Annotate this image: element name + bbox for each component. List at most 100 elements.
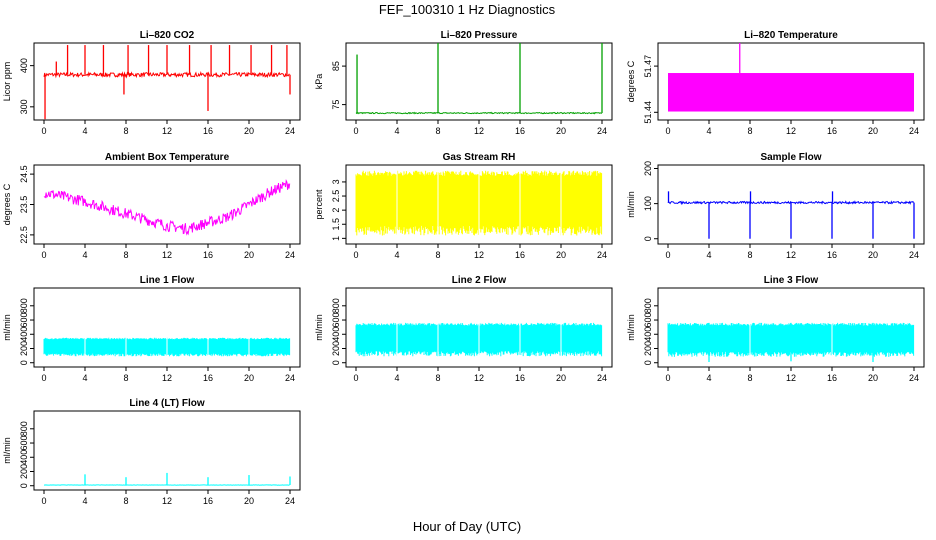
x-tick-label: 24 [909, 250, 919, 260]
y-tick-label: 400 [331, 327, 341, 342]
y-tick-label: 200 [19, 464, 29, 479]
x-tick-label: 24 [597, 126, 607, 136]
panel-y-label: ml/min [314, 314, 324, 341]
x-tick-label: 0 [353, 250, 358, 260]
panel-title: Li–820 Pressure [441, 30, 518, 41]
x-tick-label: 12 [162, 126, 172, 136]
x-tick-label: 20 [868, 250, 878, 260]
x-tick-label: 0 [41, 496, 46, 506]
y-tick-label: 75 [331, 100, 341, 110]
x-tick-label: 16 [203, 496, 213, 506]
x-tick-label: 16 [203, 373, 213, 383]
x-tick-label: 16 [203, 126, 213, 136]
panel-y-label: ml/min [2, 437, 12, 464]
panel-10: Line 4 (LT) Flow ml/min 0 4 8 12 16 20 24 0 200400… [2, 398, 301, 506]
panel-7: Line 1 Flow ml/min 0 4 8 12 16 20 24 0 20040060080… [2, 275, 301, 383]
x-tick-label: 8 [123, 373, 128, 383]
x-tick-label: 8 [123, 250, 128, 260]
x-tick-label: 24 [597, 250, 607, 260]
panel-y-label: ml/min [626, 191, 636, 218]
x-tick-label: 16 [515, 126, 525, 136]
y-tick-label: 600 [643, 313, 653, 328]
y-tick-label: 2 [331, 208, 341, 213]
y-tick-label: 200 [19, 341, 29, 356]
panel-title: Line 1 Flow [140, 275, 195, 286]
x-tick-label: 20 [556, 250, 566, 260]
figure-title: FEF_100310 1 Hz Diagnostics [379, 2, 556, 17]
x-tick-label: 20 [244, 496, 254, 506]
x-tick-label: 12 [474, 126, 484, 136]
x-tick-label: 4 [82, 126, 87, 136]
panel-9: Line 3 Flow ml/min 0 4 8 12 16 20 24 0 20040060080… [626, 275, 925, 383]
panel-y-label: degrees C [2, 183, 12, 225]
x-tick-label: 24 [597, 373, 607, 383]
y-tick-label: 1.5 [331, 218, 341, 231]
panel-y-label: ml/min [626, 314, 636, 341]
y-tick-label: 600 [19, 436, 29, 451]
y-tick-label: 200 [643, 161, 653, 176]
x-tick-label: 20 [244, 373, 254, 383]
x-tick-label: 4 [82, 373, 87, 383]
x-tick-label: 20 [868, 126, 878, 136]
y-tick-label: 200 [331, 341, 341, 356]
x-tick-label: 16 [827, 250, 837, 260]
y-tick-label: 400 [19, 327, 29, 342]
y-tick-label: 0 [643, 236, 653, 241]
y-tick-label: 51.44 [643, 101, 653, 124]
x-tick-label: 4 [394, 126, 399, 136]
panel-y-label: degrees C [626, 60, 636, 102]
panel-title: Ambient Box Temperature [105, 152, 230, 163]
y-tick-label: 22.5 [19, 226, 29, 244]
panel-title: Li–820 Temperature [744, 30, 838, 41]
x-tick-label: 4 [394, 373, 399, 383]
panel-5: Gas Stream RH percent 0 4 8 12 16 20 24 1 1.5 2 2.5 3 [314, 152, 613, 260]
x-tick-label: 24 [285, 496, 295, 506]
x-tick-label: 16 [515, 373, 525, 383]
x-tick-label: 8 [747, 126, 752, 136]
x-tick-label: 12 [162, 250, 172, 260]
panel-frame [33, 164, 301, 245]
y-tick-label: 400 [643, 327, 653, 342]
x-tick-label: 20 [556, 126, 566, 136]
y-tick-label: 400 [19, 58, 29, 73]
x-tick-label: 4 [706, 126, 711, 136]
x-tick-label: 12 [786, 250, 796, 260]
x-tick-label: 4 [706, 250, 711, 260]
figure-x-label: Hour of Day (UTC) [413, 519, 521, 534]
x-tick-label: 24 [909, 373, 919, 383]
x-tick-label: 0 [41, 250, 46, 260]
panel-title: Line 3 Flow [764, 275, 819, 286]
x-tick-label: 24 [285, 250, 295, 260]
y-tick-label: 1 [331, 236, 341, 241]
x-tick-label: 12 [786, 373, 796, 383]
x-tick-label: 4 [394, 250, 399, 260]
panel-title: Gas Stream RH [443, 152, 516, 163]
x-tick-label: 8 [435, 250, 440, 260]
y-tick-label: 600 [331, 313, 341, 328]
panel-1: Li–820 CO2 Licor ppm 0 4 8 12 16 20 24 300 400 [2, 30, 301, 136]
y-tick-label: 200 [643, 341, 653, 356]
x-tick-label: 8 [747, 373, 752, 383]
panel-y-label: ml/min [2, 314, 12, 341]
data-series [43, 178, 291, 236]
y-tick-label: 800 [643, 298, 653, 313]
y-tick-label: 0 [643, 360, 653, 365]
y-tick-label: 51.47 [643, 55, 653, 78]
x-tick-label: 4 [82, 496, 87, 506]
x-tick-label: 16 [827, 126, 837, 136]
y-tick-label: 0 [19, 360, 29, 365]
y-tick-label: 85 [331, 61, 341, 71]
x-tick-label: 4 [82, 250, 87, 260]
x-tick-label: 8 [123, 496, 128, 506]
y-tick-label: 0 [331, 360, 341, 365]
x-tick-label: 24 [285, 126, 295, 136]
x-tick-label: 12 [786, 126, 796, 136]
panel-4: Ambient Box Temperature degrees C 0 4 8 12 16 2… [2, 152, 301, 260]
panel-2: Li–820 Pressure kPa 0 4 8 12 16 20 24 75 85 [314, 30, 613, 136]
x-tick-label: 16 [827, 373, 837, 383]
x-tick-label: 0 [665, 250, 670, 260]
y-tick-label: 100 [643, 196, 653, 211]
y-tick-label: 800 [19, 421, 29, 436]
y-tick-label: 23.5 [19, 196, 29, 214]
